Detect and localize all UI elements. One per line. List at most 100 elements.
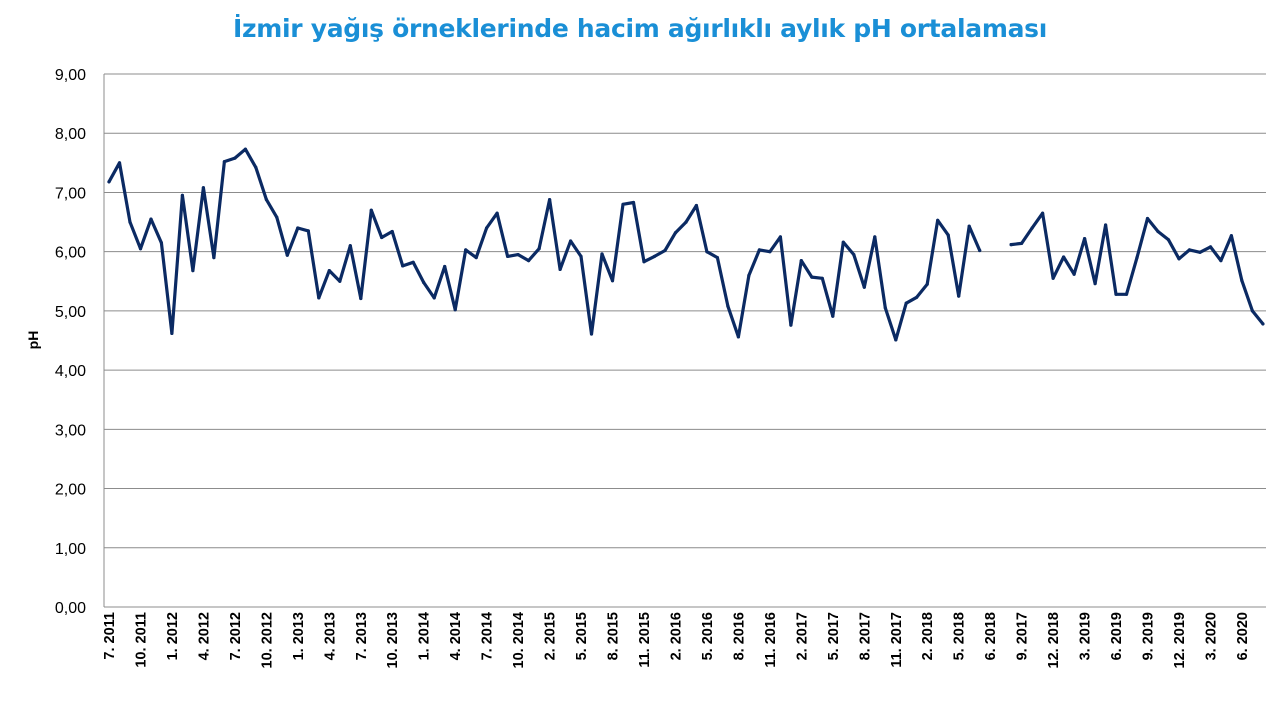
data-point <box>474 256 478 260</box>
y-tick-label: 7,00 <box>55 185 86 202</box>
data-point <box>527 259 531 263</box>
data-point <box>852 253 856 257</box>
x-tick-label: 1. 2012 <box>165 612 181 660</box>
data-point <box>285 253 289 257</box>
data-point <box>915 295 919 299</box>
data-point <box>264 198 268 202</box>
data-point <box>883 306 887 310</box>
x-tick-label: 7. 2013 <box>354 612 370 660</box>
x-tick-labels: 7. 2011 10. 2011 1. 2012 4. 2012 7. 2012 10. … <box>102 612 1251 668</box>
x-tick-label: 5. 2016 <box>700 612 716 660</box>
data-point <box>128 220 132 224</box>
data-point <box>1177 257 1181 261</box>
data-point <box>673 231 678 235</box>
data-point <box>254 166 258 170</box>
data-point <box>1198 250 1202 254</box>
data-point <box>810 275 814 279</box>
x-tick-label: 5. 2017 <box>826 612 842 660</box>
x-tick-label: 4. 2013 <box>322 612 338 660</box>
data-point <box>296 226 300 230</box>
y-tick-label: 3,00 <box>55 422 86 439</box>
x-tick-label: 8. 2016 <box>731 612 747 660</box>
x-tick-label: 10. 2012 <box>259 612 275 668</box>
x-tick-label: 8. 2017 <box>857 612 873 660</box>
data-point <box>1124 292 1129 296</box>
data-point <box>1229 234 1233 238</box>
data-point <box>1208 245 1213 249</box>
data-point <box>820 276 824 280</box>
y-tick-label: 5,00 <box>55 304 86 321</box>
x-tick-label: 5. 2015 <box>574 612 590 660</box>
data-point <box>537 247 541 251</box>
data-point <box>978 248 982 253</box>
data-point <box>1020 241 1024 245</box>
data-point <box>1072 272 1076 276</box>
data-point <box>327 269 331 273</box>
data-point <box>1009 243 1013 247</box>
y-tick-label: 0,00 <box>55 600 86 617</box>
data-point <box>621 202 625 206</box>
data-point <box>1030 226 1034 230</box>
data-point <box>275 215 279 219</box>
data-point <box>726 304 730 308</box>
data-point <box>936 218 940 222</box>
data-point <box>925 282 929 286</box>
data-point <box>904 301 908 305</box>
data-point <box>757 248 762 252</box>
data-point <box>1240 279 1244 283</box>
data-point <box>411 260 415 264</box>
x-tick-label: 12. 2018 <box>1046 612 1062 668</box>
x-tick-label: 4. 2014 <box>448 612 464 660</box>
data-point <box>243 147 247 151</box>
data-point <box>306 229 310 233</box>
data-point <box>485 226 489 230</box>
data-point <box>401 264 405 268</box>
data-point <box>390 229 394 234</box>
data-point <box>233 156 237 160</box>
x-tick-label: 12. 2019 <box>1172 612 1188 668</box>
y-axis-label: pH <box>25 331 41 350</box>
x-tick-label: 11. 2016 <box>763 612 779 668</box>
data-point <box>558 267 562 271</box>
x-tick-label: 7. 2014 <box>480 612 496 660</box>
x-tick-label: 11. 2015 <box>637 612 653 668</box>
data-point <box>589 332 594 336</box>
data-point <box>548 198 552 202</box>
data-point <box>789 323 793 327</box>
data-point <box>799 259 803 263</box>
data-point <box>631 200 636 205</box>
x-tick-label: 1. 2013 <box>291 612 307 660</box>
data-point <box>180 193 184 197</box>
x-tick-label: 6. 2018 <box>983 612 999 660</box>
y-tick-label: 9,00 <box>55 67 86 84</box>
data-point <box>831 314 835 318</box>
data-point <box>107 180 111 184</box>
x-tick-label: 7. 2012 <box>228 612 244 660</box>
data-point <box>1062 255 1066 259</box>
data-point <box>201 186 205 190</box>
data-point <box>841 240 845 244</box>
x-tick-label: 3. 2019 <box>1078 612 1094 660</box>
data-point <box>380 235 384 240</box>
data-point <box>422 280 426 285</box>
data-point <box>453 308 457 312</box>
data-point <box>1219 259 1223 263</box>
data-point <box>610 279 615 283</box>
data-point <box>443 264 447 269</box>
data-point <box>149 217 153 221</box>
data-point <box>694 203 699 208</box>
y-tick-label: 2,00 <box>55 482 86 499</box>
x-tick-label: 6. 2020 <box>1235 612 1251 660</box>
y-tick-label: 1,00 <box>55 541 86 558</box>
data-point <box>642 260 646 264</box>
data-point <box>170 331 174 335</box>
data-point <box>663 248 667 253</box>
x-tick-label: 6. 2019 <box>1109 612 1125 660</box>
y-tick-label: 4,00 <box>55 363 86 380</box>
data-point <box>1135 256 1139 260</box>
data-point <box>432 296 436 300</box>
data-point <box>1083 237 1087 241</box>
data-point <box>212 256 216 260</box>
data-point <box>1145 216 1150 221</box>
data-point <box>1156 229 1160 234</box>
